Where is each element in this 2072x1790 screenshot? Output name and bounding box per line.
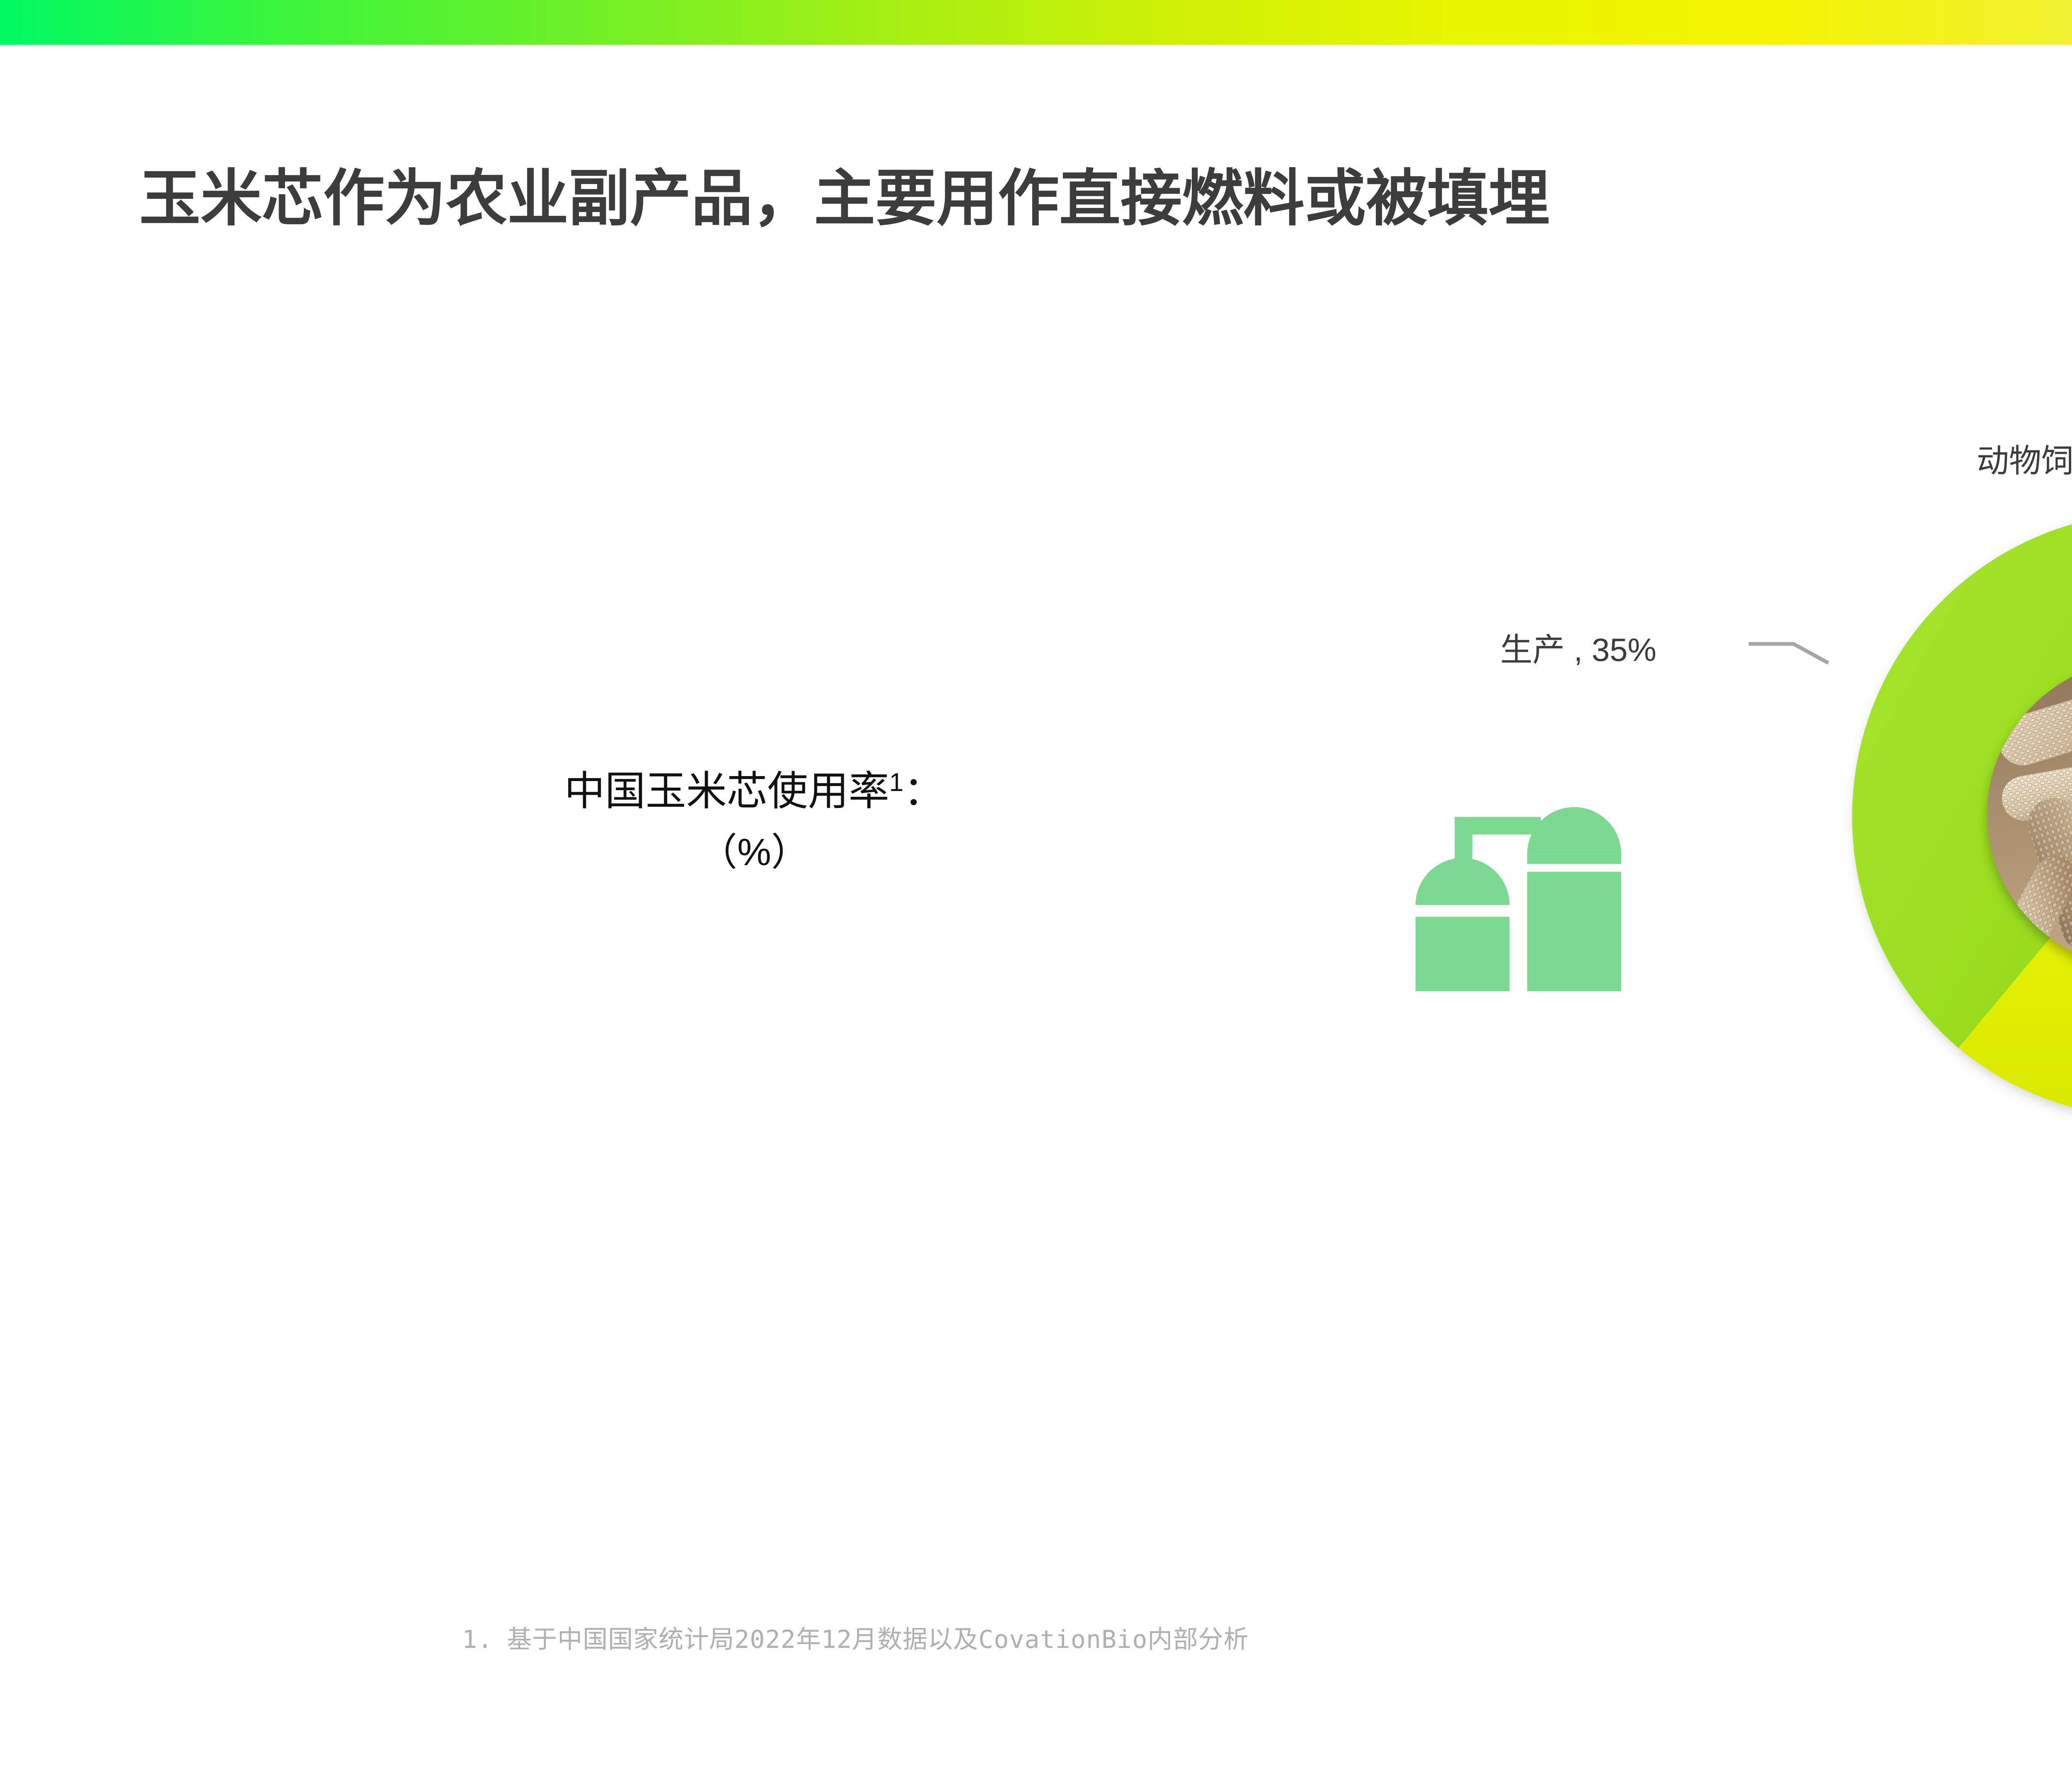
leader-line-production: [1749, 642, 1830, 665]
chart-caption-footnote-marker: 1: [889, 768, 904, 797]
chart-caption-colon: ：: [903, 768, 944, 814]
page-title: 玉米芯作为农业副产品，主要用作直接燃料或被填埋: [139, 164, 1550, 233]
donut-center-photo: [1987, 657, 2072, 972]
footnote: 1. 基于中国国家统计局2022年12月数据以及CovationBio内部分析: [462, 1619, 1249, 1655]
chart-caption-unit: （%）: [699, 831, 809, 873]
footnote-text: 基于中国国家统计局2022年12月数据以及CovationBio内部分析: [507, 1625, 1249, 1654]
footnote-number: 1.: [462, 1625, 493, 1654]
pie-label-animal-feed: 动物饲料, 2%: [1977, 443, 2072, 479]
corn-cob-photo: [1987, 657, 2072, 972]
factory-silo-icon: [1401, 791, 1658, 1007]
chart-caption: 中国玉米芯使用率1： （%）: [481, 752, 1028, 883]
pie-chart: [1823, 503, 2072, 1129]
chart-caption-text: 中国玉米芯使用率: [564, 768, 889, 814]
pie-label-production: 生产 , 35%: [1500, 631, 1657, 668]
top-gradient-band: [0, 0, 2072, 45]
